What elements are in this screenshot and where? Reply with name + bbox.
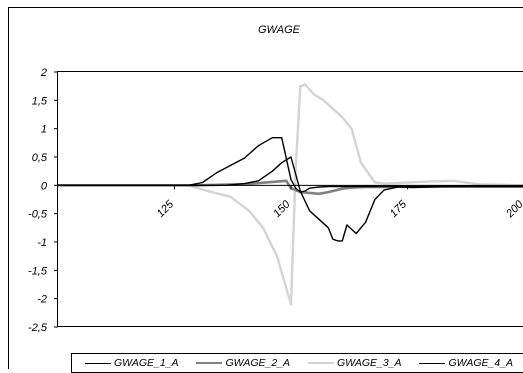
legend-label-2: GWAGE_2_A	[225, 357, 290, 369]
y-tick-label: 0,5	[32, 152, 48, 164]
legend: GWAGE_1_A GWAGE_2_A GWAGE_3_A GWAGE_4_A	[71, 353, 523, 373]
y-tick-label: -1	[37, 237, 47, 249]
legend-swatch-4	[419, 363, 445, 364]
legend-entry-3: GWAGE_3_A	[308, 357, 402, 369]
y-tick-label: -1,5	[28, 265, 48, 277]
legend-label-1: GWAGE_1_A	[114, 357, 179, 369]
y-axis: 2 1,5 1 0,5 0 -0,5 -1 -1,5 -2 -2,5	[28, 67, 58, 334]
y-tick-label: 1,5	[32, 95, 48, 107]
y-tick-label: -2,5	[28, 322, 48, 334]
legend-swatch-2	[196, 362, 222, 364]
legend-label-3: GWAGE_3_A	[337, 357, 402, 369]
plot-area	[58, 72, 523, 327]
y-tick-label: -0,5	[28, 209, 48, 221]
legend-entry-4: GWAGE_4_A	[419, 357, 513, 369]
legend-entry-1: GWAGE_1_A	[85, 357, 179, 369]
y-tick-label: 1	[41, 124, 47, 136]
y-tick-label: -2	[37, 294, 47, 306]
y-tick-label: 0	[41, 180, 48, 192]
legend-swatch-3	[308, 362, 334, 364]
legend-swatch-1	[85, 363, 111, 364]
legend-label-4: GWAGE_4_A	[448, 357, 513, 369]
y-tick-label: 2	[40, 67, 47, 79]
chart-title: GWAGE	[258, 24, 301, 36]
legend-entry-2: GWAGE_2_A	[196, 357, 290, 369]
